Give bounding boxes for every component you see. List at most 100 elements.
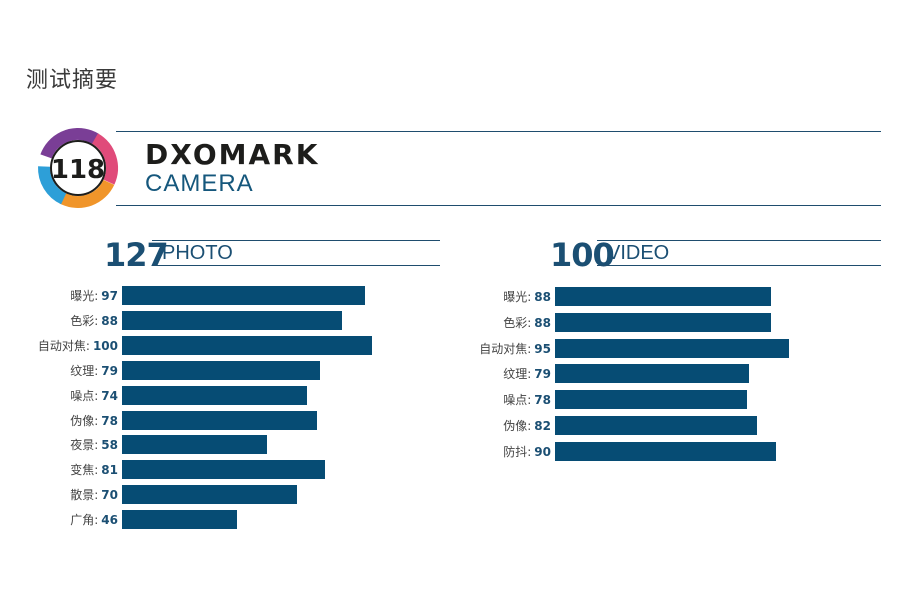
category-label: 散景: bbox=[70, 488, 99, 503]
bar-label: 曝光: 88 bbox=[503, 288, 551, 305]
value-label: 88 bbox=[101, 313, 118, 328]
bar-label: 夜景: 58 bbox=[70, 436, 118, 453]
category-label: 色彩: bbox=[503, 315, 532, 330]
bar-label: 纹理: 79 bbox=[70, 362, 118, 379]
value-label: 95 bbox=[534, 341, 551, 356]
bar bbox=[555, 416, 757, 435]
value-label: 70 bbox=[101, 488, 118, 503]
value-label: 78 bbox=[534, 393, 551, 408]
bar-row: 色彩: 88 bbox=[0, 310, 450, 330]
category-label: 伪像: bbox=[70, 413, 99, 428]
category-label: 曝光: bbox=[70, 289, 99, 303]
bar-row: 纹理: 79 bbox=[450, 364, 900, 384]
video-score: 100 bbox=[550, 236, 615, 274]
bar-row: 色彩: 88 bbox=[450, 312, 900, 332]
value-label: 90 bbox=[534, 444, 551, 459]
bar-row: 夜景: 58 bbox=[0, 435, 450, 455]
bar bbox=[555, 312, 772, 332]
bar-row: 散景: 70 bbox=[0, 485, 450, 505]
video-top-rule bbox=[597, 240, 881, 241]
bar-row: 曝光: 88 bbox=[450, 287, 900, 306]
bar-label: 防抖: 90 bbox=[503, 443, 551, 460]
bar-row: 噪点: 74 bbox=[0, 385, 450, 405]
bar-row: 噪点: 78 bbox=[450, 390, 900, 410]
bar bbox=[122, 360, 320, 380]
category-label: 夜景: bbox=[70, 438, 99, 453]
category-name: CAMERA bbox=[145, 170, 254, 197]
category-label: 自动对焦: bbox=[479, 341, 532, 356]
bar bbox=[122, 435, 267, 455]
score-ring-icon: 118 bbox=[38, 128, 118, 208]
photo-top-rule bbox=[152, 240, 440, 241]
category-label: 色彩: bbox=[70, 313, 99, 328]
video-bar-chart: 曝光: 88 色彩: 88 自动对焦: 95 纹理: 79 噪点: 78 伪像: 82 防抖: 90 bbox=[450, 287, 900, 477]
bar-row: 防抖: 90 bbox=[450, 441, 900, 461]
bar-label: 色彩: 88 bbox=[70, 312, 118, 329]
score-badge: 118 bbox=[30, 120, 126, 216]
bar-label: 自动对焦: 100 bbox=[38, 337, 118, 354]
bar-label: 广角: 46 bbox=[70, 511, 118, 528]
category-label: 噪点: bbox=[70, 388, 99, 403]
category-label: 纹理: bbox=[503, 367, 532, 382]
bar-label: 色彩: 88 bbox=[503, 314, 551, 331]
category-label: 广角: bbox=[70, 513, 99, 528]
value-label: 78 bbox=[101, 413, 118, 428]
bar-label: 纹理: 79 bbox=[503, 365, 551, 382]
bar-label: 伪像: 78 bbox=[70, 412, 118, 429]
bar bbox=[122, 460, 325, 480]
bar bbox=[122, 510, 237, 530]
page-title: 测试摘要 bbox=[26, 68, 119, 93]
overall-score: 118 bbox=[51, 155, 105, 185]
value-label: 58 bbox=[101, 438, 118, 453]
bar bbox=[122, 310, 342, 330]
value-label: 88 bbox=[534, 290, 551, 304]
bar bbox=[122, 286, 365, 305]
bar bbox=[122, 335, 372, 355]
bar-row: 自动对焦: 100 bbox=[0, 335, 450, 355]
header-bottom-rule bbox=[116, 205, 881, 206]
category-label: 变焦: bbox=[70, 463, 99, 478]
category-label: 噪点: bbox=[503, 393, 532, 408]
value-label: 100 bbox=[92, 338, 118, 353]
bar-label: 散景: 70 bbox=[70, 486, 118, 503]
bar bbox=[122, 385, 307, 405]
bar-label: 自动对焦: 95 bbox=[479, 340, 551, 357]
value-label: 74 bbox=[101, 388, 118, 403]
bar-row: 曝光: 97 bbox=[0, 286, 450, 305]
value-label: 81 bbox=[101, 463, 118, 478]
photo-title: PHOTO bbox=[162, 242, 233, 264]
value-label: 97 bbox=[101, 289, 118, 303]
photo-bar-chart: 曝光: 97 色彩: 88 自动对焦: 100 纹理: 79 噪点: 74 伪像: 78 夜景: 58 变焦… bbox=[0, 286, 450, 536]
value-label: 46 bbox=[101, 513, 118, 528]
header-top-rule bbox=[116, 131, 881, 132]
category-label: 伪像: bbox=[503, 419, 532, 433]
value-label: 79 bbox=[534, 367, 551, 382]
bar bbox=[122, 485, 297, 505]
bar bbox=[555, 441, 777, 461]
category-label: 自动对焦: bbox=[37, 338, 90, 353]
photo-score: 127 bbox=[104, 236, 169, 274]
bar-label: 伪像: 82 bbox=[503, 417, 551, 434]
photo-bottom-rule bbox=[152, 265, 440, 266]
bar bbox=[555, 390, 747, 410]
bar bbox=[122, 410, 317, 430]
bar bbox=[555, 338, 789, 358]
category-label: 曝光: bbox=[503, 290, 532, 304]
bar-label: 变焦: 81 bbox=[70, 461, 118, 478]
bar-row: 变焦: 81 bbox=[0, 460, 450, 480]
value-label: 82 bbox=[534, 419, 551, 433]
bar-row: 纹理: 79 bbox=[0, 360, 450, 380]
bar-row: 伪像: 78 bbox=[0, 410, 450, 430]
bar-row: 广角: 46 bbox=[0, 510, 450, 530]
video-bottom-rule bbox=[597, 265, 881, 266]
bar-row: 伪像: 82 bbox=[450, 416, 900, 435]
category-label: 防抖: bbox=[503, 444, 532, 459]
bar bbox=[555, 364, 750, 384]
category-label: 纹理: bbox=[70, 363, 99, 378]
bar-label: 曝光: 97 bbox=[70, 287, 118, 304]
value-label: 88 bbox=[534, 315, 551, 330]
bar-row: 自动对焦: 95 bbox=[450, 338, 900, 358]
brand-name: DXOMARK bbox=[145, 138, 320, 171]
video-title: VIDEO bbox=[607, 242, 670, 264]
value-label: 79 bbox=[101, 363, 118, 378]
